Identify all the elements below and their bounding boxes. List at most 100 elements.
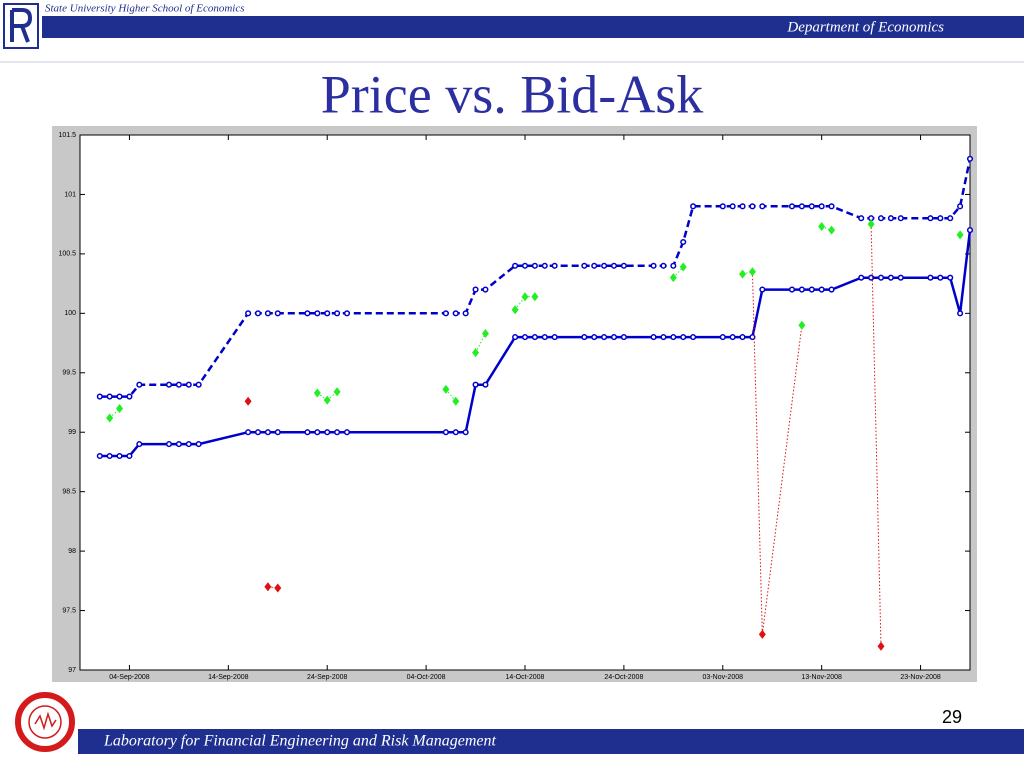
point-marker [957, 203, 964, 210]
trade-marker [748, 267, 756, 277]
point-marker [808, 286, 815, 293]
point-marker [245, 310, 252, 317]
trade-marker [481, 329, 489, 339]
point-marker [462, 310, 469, 317]
point-marker [245, 429, 252, 436]
point-marker [897, 274, 904, 281]
trade-marker [313, 388, 321, 398]
point-marker [334, 310, 341, 317]
point-marker [472, 381, 479, 388]
point-marker [195, 381, 202, 388]
trade-marker [511, 305, 519, 315]
point-marker [937, 215, 944, 222]
trade-connector [870, 224, 882, 647]
point-marker [126, 452, 133, 460]
trade-marker [956, 230, 964, 240]
trade-marker [442, 384, 450, 394]
x-tick-label: 13-Nov-2008 [801, 674, 842, 681]
point-marker [828, 286, 835, 293]
point-marker [858, 274, 865, 281]
point-marker [877, 274, 885, 281]
trade-marker [521, 292, 529, 302]
y-tick-label: 98.5 [62, 489, 76, 496]
point-marker [314, 429, 321, 436]
point-marker [462, 429, 469, 436]
point-marker [957, 310, 964, 317]
y-tick-label: 97.5 [62, 607, 76, 614]
trade-marker [264, 582, 272, 592]
trade-marker [758, 629, 766, 639]
point-marker [828, 203, 835, 210]
department: Department of Economics [786, 19, 944, 35]
x-tick-label: 14-Sep-2008 [208, 674, 249, 681]
point-marker [808, 203, 815, 210]
point-marker [452, 429, 459, 436]
y-tick-label: 99.5 [62, 370, 76, 377]
point-marker [165, 441, 173, 448]
point-marker [788, 286, 796, 293]
trade-connector [475, 333, 486, 353]
point-marker [314, 310, 321, 317]
point-marker [442, 429, 449, 436]
footer-band [78, 729, 1024, 754]
trade-marker [739, 269, 747, 279]
series-line [99, 158, 972, 398]
trade-marker [798, 320, 806, 330]
point-marker [818, 286, 825, 293]
point-marker [254, 310, 262, 317]
point-marker [610, 334, 618, 341]
point-marker [947, 274, 954, 281]
point-marker [116, 452, 123, 460]
hse-logo [3, 3, 39, 49]
point-marker [512, 334, 519, 341]
point-marker [749, 203, 756, 210]
trade-marker [244, 396, 252, 406]
point-marker [601, 262, 608, 269]
point-marker [136, 441, 143, 448]
point-marker [749, 334, 756, 341]
point-marker [116, 393, 123, 400]
point-marker [195, 441, 202, 448]
point-marker [788, 203, 796, 210]
trade-marker [333, 387, 341, 397]
x-tick-label: 24-Sep-2008 [307, 674, 348, 681]
point-marker [966, 155, 974, 162]
trade-marker [818, 222, 826, 232]
point-marker [304, 429, 311, 436]
point-marker [343, 310, 351, 317]
x-tick-label: 04-Sep-2008 [109, 674, 150, 681]
trade-marker [828, 225, 836, 235]
point-marker [264, 310, 271, 317]
point-marker [690, 203, 697, 210]
point-marker [798, 203, 805, 210]
plot-area [79, 134, 971, 671]
point-marker [947, 215, 954, 222]
point-marker [541, 262, 548, 269]
point-marker [106, 393, 113, 400]
x-tick-label: 04-Oct-2008 [407, 674, 446, 681]
point-marker [521, 334, 529, 341]
point-marker [175, 381, 182, 388]
trade-marker [867, 219, 875, 229]
y-tick-label: 100.5 [58, 251, 76, 258]
point-marker [729, 203, 736, 210]
trade-connector [672, 266, 684, 279]
point-marker [798, 286, 805, 293]
ferm-logo [15, 692, 75, 752]
point-marker [551, 334, 558, 341]
point-marker [482, 381, 489, 388]
point-marker [264, 429, 271, 436]
point-marker [729, 334, 736, 341]
point-marker [670, 334, 677, 341]
point-marker [897, 215, 904, 222]
trade-connector [445, 389, 457, 402]
point-marker [96, 452, 103, 460]
point-marker [927, 274, 934, 281]
chart: 97 97.5 98 98.5 99 99.5 100 100.5 101 101.5 04-Sep… [58, 132, 974, 681]
y-tick-label: 97 [68, 667, 76, 674]
point-marker [591, 262, 598, 269]
point-marker [442, 310, 449, 317]
trade-marker [116, 403, 124, 413]
trade-marker [452, 396, 460, 406]
trade-marker [472, 348, 480, 358]
